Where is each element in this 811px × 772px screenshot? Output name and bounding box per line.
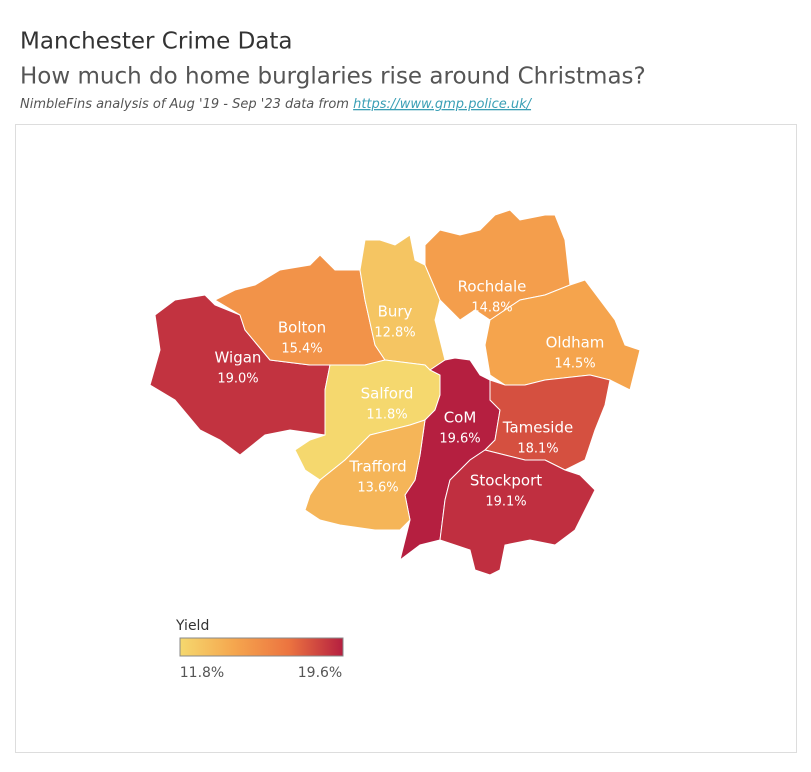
region-name: Rochdale [458,278,527,296]
region-name: Bolton [278,319,326,337]
region-value: 19.6% [439,432,480,447]
source: NimbleFins analysis of Aug '19 - Sep '23… [20,97,533,112]
region-name: Wigan [215,349,262,367]
region-value: 19.1% [485,495,526,510]
chart-title: Manchester Crime Data [20,29,293,55]
legend-min: 11.8% [180,665,224,681]
chart-subtitle: How much do home burglaries rise around … [20,64,646,90]
regions [149,209,641,576]
source-text: NimbleFins analysis of Aug '19 - Sep '23… [20,97,353,112]
region-value: 12.8% [374,326,415,341]
region-name: Trafford [348,458,406,476]
region-value: 18.1% [517,442,558,457]
region-value: 14.5% [554,357,595,372]
region-value: 11.8% [366,408,407,423]
source-link[interactable]: https://www.gmp.police.uk/ [353,97,533,112]
frame [15,124,797,753]
region-value: 19.0% [217,372,258,387]
legend-gradient [179,637,344,657]
legend-max: 19.6% [298,665,342,681]
region-value: 14.8% [471,301,512,316]
region-name: Oldham [546,334,605,352]
region [359,234,446,371]
region-value: 13.6% [357,481,398,496]
region-name: Salford [361,385,414,403]
region [439,449,596,576]
region-name: CoM [444,409,477,427]
region-value: 15.4% [281,342,322,357]
labels: Wigan 19.0% Bolton 15.4% Bury 12.8% Rochdale 14… [215,278,605,510]
region [304,419,426,531]
region [424,209,571,321]
region-name: Stockport [470,472,542,490]
region-name: Tameside [502,419,573,437]
legend-title: Yield [175,618,209,634]
region-name: Bury [378,303,413,321]
